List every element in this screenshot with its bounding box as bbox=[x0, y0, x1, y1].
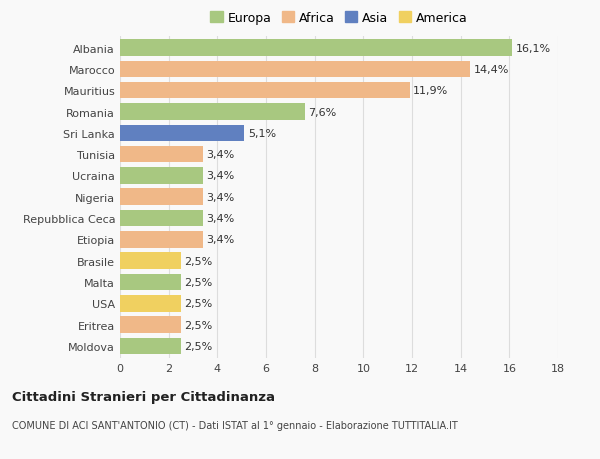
Bar bbox=[120, 296, 181, 312]
Bar bbox=[120, 146, 203, 163]
Bar bbox=[120, 168, 203, 185]
Text: 3,4%: 3,4% bbox=[206, 213, 235, 224]
Text: COMUNE DI ACI SANT'ANTONIO (CT) - Dati ISTAT al 1° gennaio - Elaborazione TUTTIT: COMUNE DI ACI SANT'ANTONIO (CT) - Dati I… bbox=[12, 420, 458, 430]
Bar bbox=[120, 338, 181, 355]
Text: 2,5%: 2,5% bbox=[184, 341, 213, 351]
Text: 2,5%: 2,5% bbox=[184, 256, 213, 266]
Legend: Europa, Africa, Asia, America: Europa, Africa, Asia, America bbox=[208, 9, 470, 27]
Text: 2,5%: 2,5% bbox=[184, 320, 213, 330]
Bar bbox=[120, 232, 203, 248]
Text: 3,4%: 3,4% bbox=[206, 171, 235, 181]
Bar bbox=[120, 210, 203, 227]
Text: 16,1%: 16,1% bbox=[515, 44, 551, 53]
Text: 3,4%: 3,4% bbox=[206, 192, 235, 202]
Text: 3,4%: 3,4% bbox=[206, 150, 235, 160]
Bar bbox=[120, 317, 181, 333]
Text: 3,4%: 3,4% bbox=[206, 235, 235, 245]
Text: 2,5%: 2,5% bbox=[184, 299, 213, 309]
Bar bbox=[120, 83, 410, 99]
Bar bbox=[120, 62, 470, 78]
Text: Cittadini Stranieri per Cittadinanza: Cittadini Stranieri per Cittadinanza bbox=[12, 390, 275, 403]
Bar bbox=[120, 40, 512, 57]
Bar bbox=[120, 253, 181, 269]
Text: 14,4%: 14,4% bbox=[474, 65, 509, 75]
Text: 7,6%: 7,6% bbox=[308, 107, 337, 117]
Text: 2,5%: 2,5% bbox=[184, 278, 213, 287]
Bar bbox=[120, 189, 203, 206]
Text: 5,1%: 5,1% bbox=[248, 129, 276, 139]
Bar bbox=[120, 104, 305, 121]
Text: 11,9%: 11,9% bbox=[413, 86, 448, 96]
Bar bbox=[120, 274, 181, 291]
Bar bbox=[120, 125, 244, 142]
